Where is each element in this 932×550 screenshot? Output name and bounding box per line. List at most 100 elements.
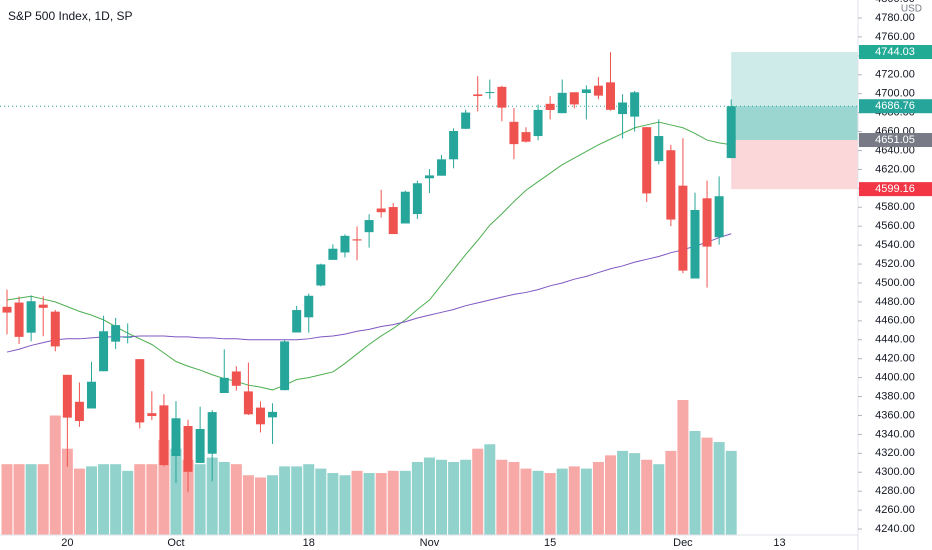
- y-tick-label: 4520.00: [875, 258, 915, 270]
- candle-body: [702, 198, 712, 247]
- y-tick-label: 4300.00: [875, 466, 915, 478]
- currency-label: USD: [901, 4, 922, 15]
- candle-body: [376, 208, 386, 213]
- candle-body: [340, 235, 350, 253]
- candle-body: [99, 331, 109, 372]
- candle-body: [147, 413, 157, 416]
- volume-bar: [580, 468, 592, 535]
- volume-bar: [279, 466, 291, 535]
- candle-body: [666, 150, 676, 220]
- volume-bar: [568, 466, 580, 535]
- position-loss-zone: [731, 140, 858, 190]
- volume-bar: [254, 477, 266, 535]
- candle-body: [50, 311, 60, 347]
- candle-body: [352, 239, 362, 241]
- candle-body: [304, 295, 314, 318]
- candle-body: [316, 264, 326, 286]
- plot-area: [0, 52, 858, 535]
- volume-bar: [134, 464, 146, 535]
- candle-body: [509, 121, 519, 145]
- price-labels: 4240.00 4260.00 4280.00 4300.00 4320.00 4340.…: [61, 0, 932, 549]
- candle-body: [14, 302, 24, 337]
- volume-bar: [37, 464, 49, 535]
- volume-bar: [617, 450, 629, 535]
- candle-body: [400, 191, 410, 224]
- volume-bar: [423, 457, 435, 535]
- candle-body: [497, 86, 507, 108]
- candle-body: [521, 132, 531, 142]
- x-tick-label: 18: [303, 537, 315, 549]
- candle-body: [473, 94, 483, 97]
- candle-body: [111, 325, 121, 342]
- candle-body: [437, 159, 447, 176]
- candle-body: [545, 103, 555, 110]
- stop-label: 4599.16: [875, 183, 915, 195]
- stop-label-bg: [859, 182, 932, 197]
- candle-body: [726, 106, 736, 159]
- candle-body: [461, 112, 471, 129]
- candle-body: [690, 210, 700, 279]
- volume-bar: [641, 459, 653, 535]
- volume-bar: [315, 468, 327, 535]
- volume-bar: [73, 468, 85, 535]
- candle-body: [280, 341, 290, 391]
- volume-bar: [242, 475, 254, 535]
- y-tick-label: 4340.00: [875, 428, 915, 440]
- candle-body: [255, 407, 265, 425]
- y-tick-label: 4640.00: [875, 144, 915, 156]
- volume-bar: [182, 459, 194, 535]
- volume-bar: [146, 464, 158, 535]
- volume-bar: [496, 459, 508, 535]
- x-tick-label: 20: [61, 537, 73, 549]
- volume-bar: [375, 473, 387, 535]
- y-tick-label: 4420.00: [875, 353, 915, 365]
- x-tick-label: 15: [544, 537, 556, 549]
- candle-body: [86, 381, 96, 409]
- position-open-profit: [731, 106, 858, 141]
- volume-bar: [267, 475, 279, 535]
- candle-body: [292, 310, 302, 333]
- volume-bar: [13, 464, 25, 535]
- candle-body: [171, 418, 181, 457]
- candle-body: [678, 185, 688, 271]
- candle-body: [485, 92, 495, 94]
- candle-body: [714, 196, 724, 238]
- volume-bar: [194, 464, 206, 535]
- candle-body: [231, 371, 241, 386]
- candle-body: [533, 109, 543, 137]
- y-tick-label: 4240.00: [875, 523, 915, 535]
- volume-bar: [665, 450, 677, 535]
- y-tick-label: 4560.00: [875, 220, 915, 232]
- volume-bar: [448, 461, 460, 535]
- volume-bar: [170, 448, 182, 535]
- y-tick-label: 4780.00: [875, 12, 915, 24]
- volume-bar: [520, 468, 532, 535]
- volume-bar: [436, 459, 448, 535]
- candle-body: [328, 248, 338, 260]
- volume-bar: [399, 470, 411, 535]
- volume-bar: [1, 464, 13, 535]
- volume-bar: [544, 473, 556, 535]
- candle-body: [569, 92, 579, 105]
- volume-bar: [110, 464, 122, 535]
- candle-body: [2, 306, 12, 313]
- volume-bar: [158, 439, 170, 535]
- target-label-bg: [859, 45, 932, 60]
- candle-body: [581, 89, 591, 94]
- candle-body: [642, 127, 652, 194]
- candle-body: [74, 401, 84, 421]
- y-tick-label: 4540.00: [875, 239, 915, 251]
- target-label: 4744.03: [875, 46, 915, 58]
- candle-body: [388, 207, 398, 235]
- volume-bar: [218, 461, 230, 535]
- entry-label-bg: [859, 133, 932, 148]
- candle-body: [630, 92, 640, 117]
- candle-body: [654, 136, 664, 162]
- candle-body: [183, 426, 193, 472]
- last-price-label-bg: [859, 99, 932, 114]
- volume-bar: [677, 400, 689, 535]
- candle-body: [219, 377, 229, 394]
- volume-bar: [49, 415, 61, 535]
